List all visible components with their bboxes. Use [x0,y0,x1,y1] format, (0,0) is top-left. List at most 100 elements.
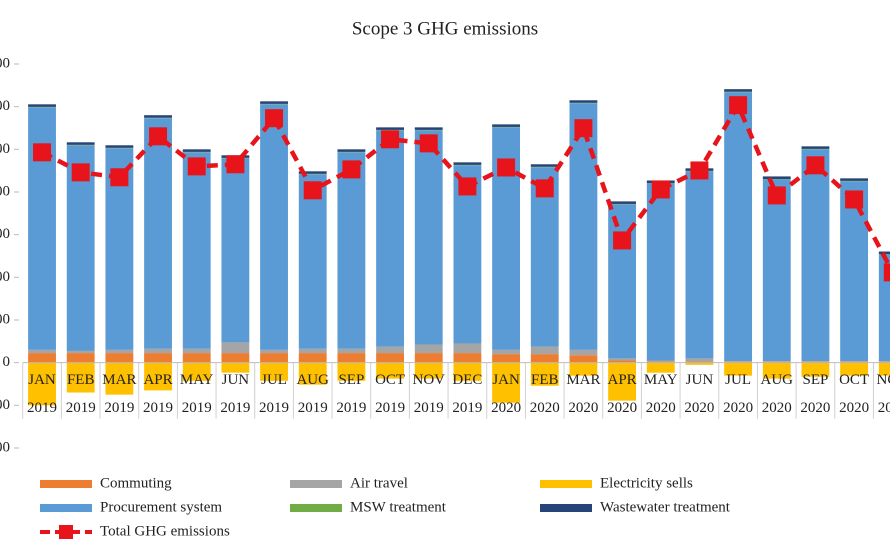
legend-label: Air travel [350,475,408,491]
total-marker [613,231,632,250]
y-tick-label: 1400 [0,55,10,71]
y-tick-label: 1200 [0,98,10,114]
bar-segment [878,254,890,362]
bar-segment [298,348,327,354]
bar-segment [28,349,56,354]
bar-segment [453,343,482,354]
bar-segment [260,104,288,350]
bar-segment [492,362,520,403]
x-tick-year: 2020 [607,400,637,416]
legend-label: MSW treatment [350,499,447,515]
bar-segment [492,124,520,127]
x-tick-label: JUL [261,372,287,388]
total-marker [845,190,864,209]
legend-swatch [40,504,92,512]
total-marker [265,109,284,128]
x-tick-label: OCT [839,372,869,388]
bar-segment [608,201,637,204]
total-marker [303,181,322,200]
x-tick-year: 2019 [104,400,134,416]
bar-segment [569,100,598,103]
bar-segment [105,145,134,148]
bar-segment [298,171,327,174]
total-marker [729,96,748,115]
bar-segment [376,353,404,363]
bar-segment [144,353,172,363]
bar-segment [492,354,520,363]
bar-segment [685,362,714,365]
bar-segment [569,355,598,363]
bar-segment [182,149,211,152]
x-tick-year: 2019 [27,400,57,416]
bar-segment [762,361,791,363]
x-tick-year: 2019 [259,400,289,416]
x-tick-year: 2020 [530,400,560,416]
bar-segment [646,362,675,373]
y-tick-label: -200 [0,397,10,413]
legend-label: Wastewater treatment [600,499,731,515]
x-tick-year: 2020 [684,400,714,416]
bar-segment [801,146,830,149]
bar-segment [376,346,404,354]
total-marker [419,134,438,153]
bar-segment [221,362,250,373]
bar-segment [724,362,753,376]
x-tick-label: FEB [531,372,559,388]
bar-segment [337,348,366,354]
x-tick-year: 2019 [143,400,173,416]
bar-segment [105,353,134,363]
bar-segment [453,353,482,363]
chart-title: Scope 3 GHG emissions [352,18,538,39]
x-tick-label: MAY [644,372,678,388]
bar-segment [376,130,404,347]
bar-segment [337,362,366,381]
x-tick-year: 2020 [800,400,830,416]
bar-segment [337,152,366,349]
x-tick-year: 2020 [723,400,753,416]
bar-segment [453,162,482,165]
bar-segment [724,89,753,92]
x-tick-label: AUG [761,372,794,388]
bar-segment [66,353,95,363]
x-tick-label: SEP [803,372,829,388]
bar-segment [530,354,559,363]
total-marker [110,168,129,187]
bar-segment [260,349,288,354]
bar-segment [144,118,172,349]
bar-segment [762,176,791,179]
bar-segment [28,353,56,363]
legend-swatch [290,504,342,512]
x-tick-year: 2020 [491,400,521,416]
bar-segment [298,353,327,363]
x-tick-label: MAR [102,372,136,388]
bar-segment [376,362,404,379]
bar-segment [414,130,443,345]
bar-segment [28,362,56,406]
x-tick-label: AUG [296,372,329,388]
bar-segment [144,362,172,391]
bar-segment [840,361,869,363]
bar-segment [685,171,714,359]
bar-segment [260,353,288,363]
x-tick-label: JUL [725,372,751,388]
bar-segment [762,179,791,362]
legend-swatch [540,504,592,512]
bar-segment [298,362,327,385]
bar-segment [414,362,443,379]
bar-segment [221,158,250,343]
bar-segment [840,362,869,376]
bar-segment [182,353,211,363]
x-tick-year: 2019 [336,400,366,416]
bar-segment [801,361,830,363]
bar-segment [724,361,753,363]
x-tick-year: 2019 [298,400,328,416]
x-tick-year: 2019 [182,400,212,416]
bar-segment [685,358,714,362]
bar-segment [182,152,211,349]
x-tick-year: 2020 [568,400,598,416]
bar-segment [569,349,598,356]
bar-segment [221,353,250,363]
bar-segment [414,344,443,354]
legend-swatch [540,480,592,488]
total-marker [71,163,90,182]
